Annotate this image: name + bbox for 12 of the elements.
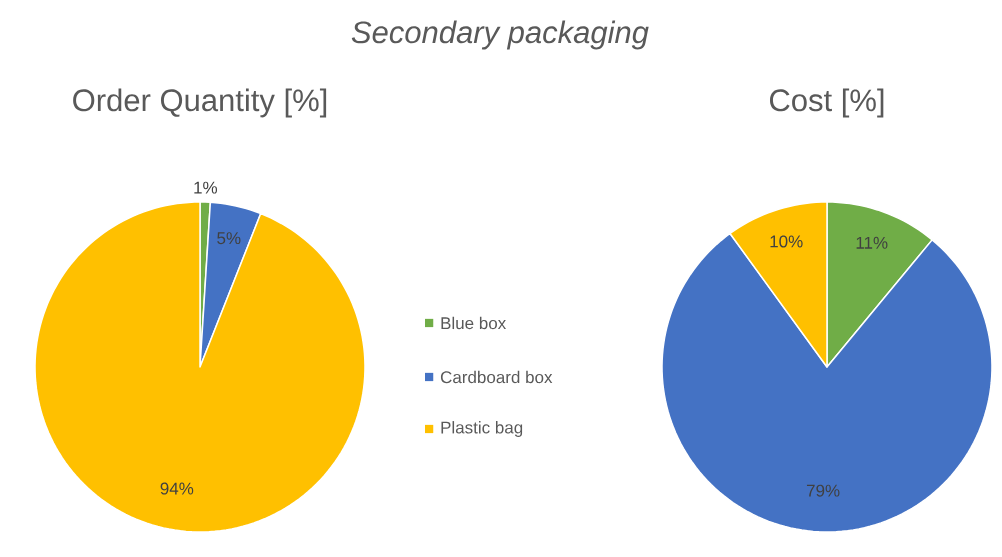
text: Secondary packaging [351,20,649,50]
data-label: 79% [806,484,840,497]
legend-label: Blue box [441,316,507,330]
data-label: 5% [217,232,241,245]
data-label: 94% [160,482,194,495]
chart-title: Order Quantity [%] [73,88,327,118]
data-label: 1% [194,181,218,194]
legend-label: Cardboard box [440,370,553,384]
data-label: 10% [770,235,803,248]
legend-label: Plastic bag [441,421,523,437]
chart-title: Cost [%] [770,88,884,118]
data-label: 11% [856,236,888,249]
